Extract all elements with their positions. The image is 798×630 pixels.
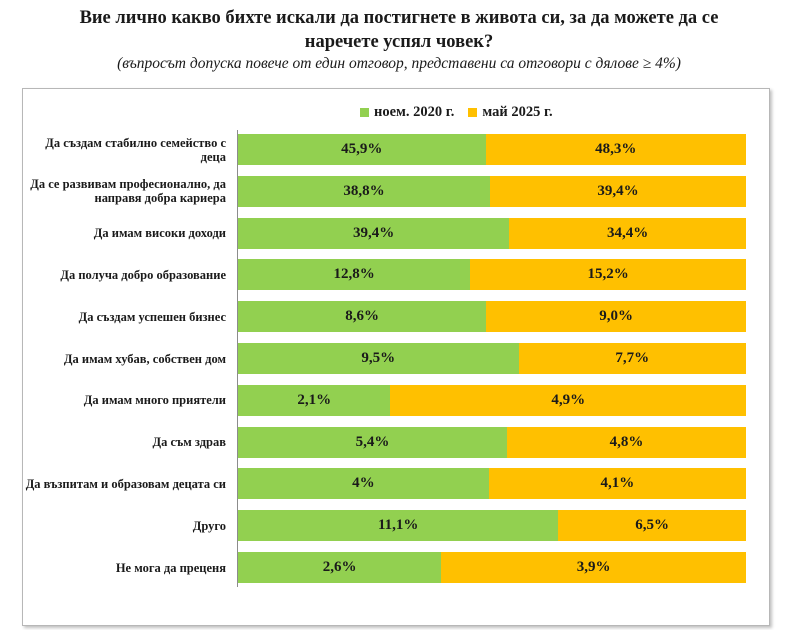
data-label: 12,8% bbox=[333, 266, 375, 283]
data-label: 7,7% bbox=[615, 350, 650, 366]
data-label: 39,4% bbox=[597, 182, 639, 199]
category-label: Друго bbox=[192, 518, 226, 533]
bar-2025: 34,4% bbox=[509, 217, 746, 249]
bar-2020: 5,4% bbox=[238, 426, 507, 458]
bar-2020: 2,6% bbox=[238, 552, 442, 583]
data-label: 39,4% bbox=[352, 224, 395, 241]
category-label: Да имам много приятели bbox=[83, 393, 226, 408]
chart-legend: ноем. 2020 г. май 2025 г. bbox=[360, 104, 567, 121]
legend-item-2020: ноем. 2020 г. bbox=[360, 104, 454, 121]
bar-2020: 11,1% bbox=[238, 510, 559, 542]
data-label: 38,8% bbox=[343, 182, 385, 199]
bar-2025: 7,7% bbox=[518, 343, 746, 374]
bar-2025: 4,1% bbox=[488, 468, 746, 500]
legend-swatch-2025 bbox=[468, 108, 478, 117]
bar-2025: 3,9% bbox=[441, 552, 746, 583]
data-label: 5,4% bbox=[355, 433, 390, 450]
category-label: Да получа добро образование bbox=[60, 267, 226, 282]
chart-title-line-2: наречете успял човек? bbox=[304, 32, 494, 52]
chart-subtitle: (въпросът допуска повече от един отговор… bbox=[117, 55, 681, 72]
category-label: Да имам хубав, собствен дом bbox=[63, 351, 226, 366]
bar-2025: 48,3% bbox=[485, 134, 746, 165]
bar-2020: 8,6% bbox=[238, 301, 487, 333]
data-label: 11,1% bbox=[377, 517, 419, 534]
data-label: 4% bbox=[352, 475, 375, 492]
bar-2025: 39,4% bbox=[490, 175, 746, 207]
data-label: 4,1% bbox=[600, 475, 635, 492]
data-label: 2,1% bbox=[297, 391, 332, 408]
bar-2020: 45,9% bbox=[238, 134, 486, 165]
legend-swatch-2020 bbox=[360, 108, 369, 117]
data-label: 3,9% bbox=[576, 559, 611, 575]
bar-2020: 9,5% bbox=[238, 343, 519, 374]
bar-2020: 4% bbox=[238, 468, 489, 500]
bar-2020: 38,8% bbox=[238, 175, 491, 207]
legend-label-2020: ноем. 2020 г. bbox=[374, 104, 455, 120]
data-label: 9,0% bbox=[599, 308, 633, 325]
data-label: 8,6% bbox=[345, 308, 379, 325]
category-label: Да се развивам професионално, да направя… bbox=[30, 177, 226, 206]
bar-2020: 12,8% bbox=[238, 259, 471, 291]
category-label: Да създам успешен бизнес bbox=[78, 309, 226, 324]
data-label: 4,9% bbox=[551, 391, 586, 408]
legend-item-2025: май 2025 г. bbox=[468, 104, 553, 121]
category-label: Не мога да преценя bbox=[115, 560, 226, 575]
bar-2020: 39,4% bbox=[238, 217, 510, 249]
category-axis-line bbox=[237, 130, 238, 587]
category-label: Да създам стабилно семейство с деца bbox=[45, 135, 226, 164]
chart-title: Вие лично какво бихте искали да постигне… bbox=[0, 6, 798, 54]
bar-2025: 9,0% bbox=[486, 301, 746, 333]
chart-title-line-1: Вие лично какво бихте искали да постигне… bbox=[79, 8, 719, 28]
bar-2025: 6,5% bbox=[558, 510, 746, 542]
legend-label-2025: май 2025 г. bbox=[482, 104, 553, 120]
bar-2025: 15,2% bbox=[470, 259, 746, 291]
bar-2020: 2,1% bbox=[238, 384, 391, 416]
data-label: 34,4% bbox=[606, 224, 649, 241]
data-label: 9,5% bbox=[361, 350, 396, 366]
data-label: 6,5% bbox=[635, 517, 670, 534]
category-label: Да имам високи доходи bbox=[93, 226, 226, 241]
category-label: Да съм здрав bbox=[152, 435, 226, 450]
bar-2025: 4,8% bbox=[506, 426, 746, 458]
bar-2025: 4,9% bbox=[390, 384, 746, 416]
category-label: Да възпитам и образовам децата си bbox=[25, 476, 226, 491]
data-label: 2,6% bbox=[322, 559, 357, 575]
data-label: 15,2% bbox=[587, 266, 629, 283]
data-label: 48,3% bbox=[595, 141, 637, 157]
data-label: 4,8% bbox=[609, 433, 644, 450]
data-label: 45,9% bbox=[341, 141, 383, 157]
